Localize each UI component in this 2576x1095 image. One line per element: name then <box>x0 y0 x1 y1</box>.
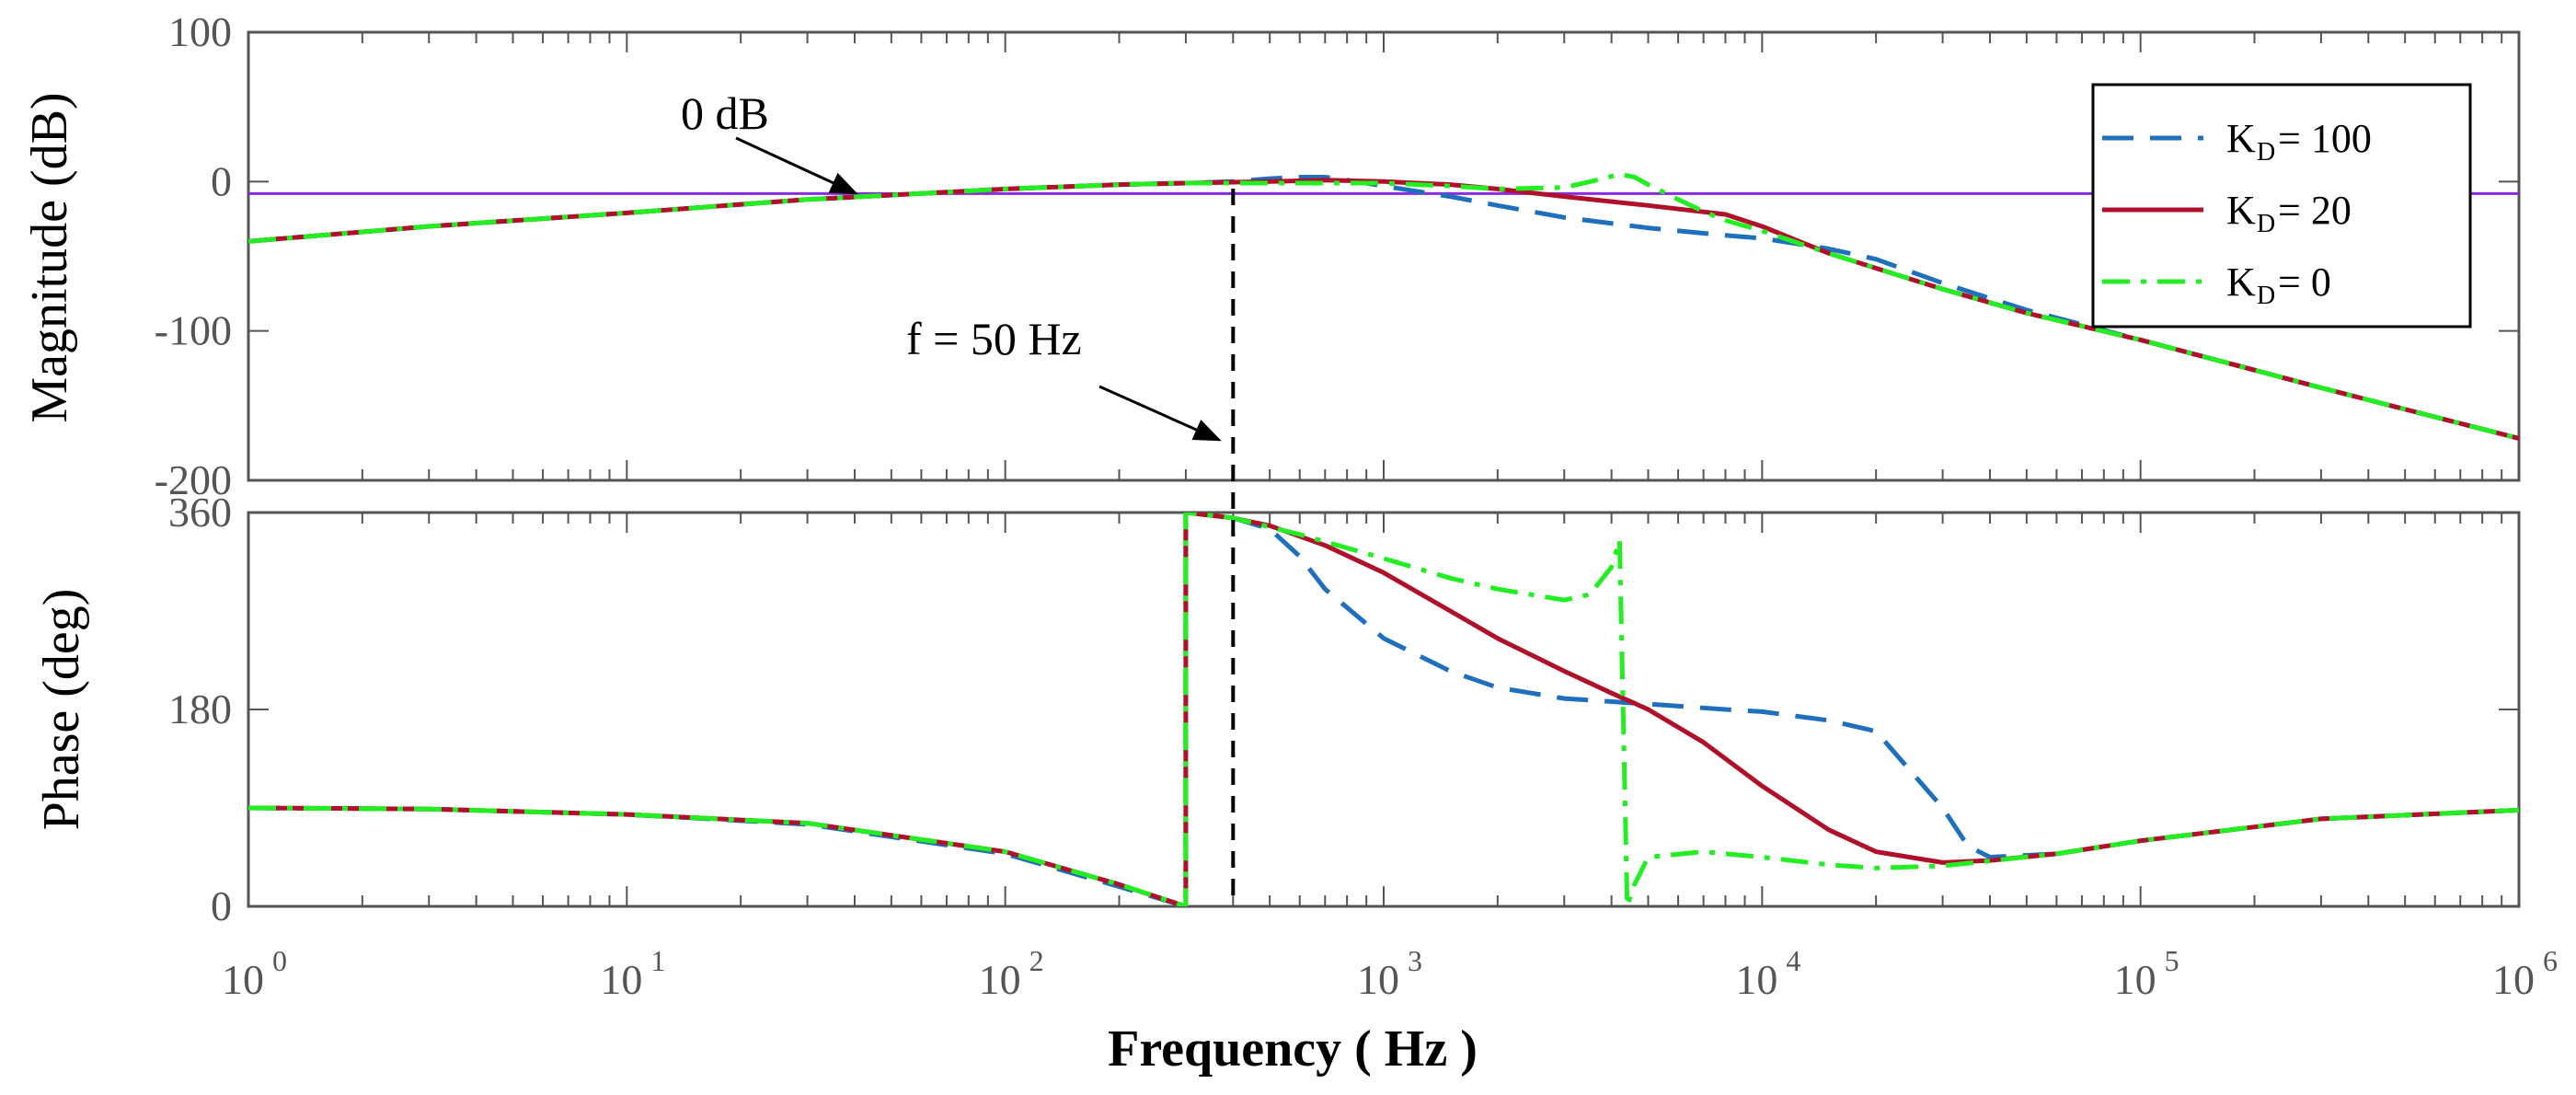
phase-series-kd0 <box>248 513 2519 906</box>
phase-ytick-label: 0 <box>211 882 232 929</box>
x-tick-label: 10 4 <box>1735 944 1800 1003</box>
annotation-0db: 0 dB <box>681 87 858 195</box>
phase-ylabel: Phase (deg) <box>33 589 90 831</box>
x-tick-labels: 10 0 10 1 10 2 10 3 10 4 10 5 10 6 <box>222 944 2558 1003</box>
annotation-f50-arrow <box>1098 385 1222 442</box>
magnitude-panel: 100 0 -100 -200 Magnitude (dB) <box>21 8 2521 503</box>
magnitude-ticks <box>247 31 2519 481</box>
x-tick-exponent: 6 <box>2543 944 2558 977</box>
x-tick-exponent: 0 <box>272 944 287 977</box>
x-tick-base: 10 <box>222 956 264 1003</box>
annotation-0db-arrow <box>735 136 858 195</box>
magnitude-series-kd100 <box>248 175 2519 441</box>
x-tick-base: 10 <box>1735 956 1777 1003</box>
legend-box <box>2091 83 2472 328</box>
x-tick-base: 10 <box>2492 956 2535 1003</box>
magnitude-ytick-label: -100 <box>155 307 232 354</box>
annotation-0db-text: 0 dB <box>681 87 769 139</box>
phase-panel: 360 180 0 Phase (deg) <box>33 489 2521 929</box>
x-tick-label: 10 6 <box>2492 944 2558 1003</box>
phase-ticks <box>247 512 2519 907</box>
phase-ytick-label: 360 <box>168 489 232 536</box>
x-tick-label: 10 0 <box>222 944 287 1003</box>
x-tick-exponent: 1 <box>650 944 665 977</box>
x-tick-exponent: 5 <box>2165 944 2179 977</box>
x-tick-exponent: 3 <box>1408 944 1422 977</box>
x-tick-label: 10 5 <box>2114 944 2179 1003</box>
x-axis-title: Frequency ( Hz ) <box>1108 1020 1478 1078</box>
legend-label-sub: D <box>2257 282 2275 310</box>
x-tick-label: 10 2 <box>979 944 1044 1003</box>
legend-label-sub: D <box>2257 138 2275 167</box>
x-tick-exponent: 2 <box>1029 944 1044 977</box>
x-tick-base: 10 <box>1357 956 1399 1003</box>
legend-label-k: K <box>2226 116 2256 161</box>
phase-series <box>248 513 2519 906</box>
x-tick-base: 10 <box>600 956 642 1003</box>
x-tick-exponent: 4 <box>1786 944 1800 977</box>
magnitude-ylabel: Magnitude (dB) <box>21 92 78 422</box>
x-tick-base: 10 <box>2114 956 2156 1003</box>
magnitude-ytick-labels: 100 0 -100 -200 <box>155 8 232 503</box>
legend-label-k: K <box>2226 188 2256 233</box>
legend-label-sub: D <box>2257 210 2275 238</box>
x-tick-base: 10 <box>979 956 1021 1003</box>
magnitude-ytick-label: 0 <box>211 157 232 204</box>
legend-label-value: = 0 <box>2278 259 2331 305</box>
phase-ytick-labels: 360 180 0 <box>168 489 232 929</box>
magnitude-series-kd0 <box>248 171 2519 441</box>
magnitude-series <box>248 171 2519 441</box>
phase-series-kd20 <box>248 513 2519 906</box>
legend-label-k: K <box>2226 259 2256 305</box>
legend-label-value: = 100 <box>2278 116 2372 161</box>
annotation-f50-text: f = 50 Hz <box>906 313 1082 364</box>
legend-label-value: = 20 <box>2278 188 2352 233</box>
phase-ytick-label: 180 <box>168 686 232 732</box>
x-tick-label: 10 3 <box>1357 944 1422 1003</box>
magnitude-ytick-label: -200 <box>155 456 232 503</box>
x-tick-label: 10 1 <box>600 944 665 1003</box>
magnitude-ytick-label: 100 <box>168 8 232 55</box>
annotation-f50: f = 50 Hz <box>906 313 1222 442</box>
